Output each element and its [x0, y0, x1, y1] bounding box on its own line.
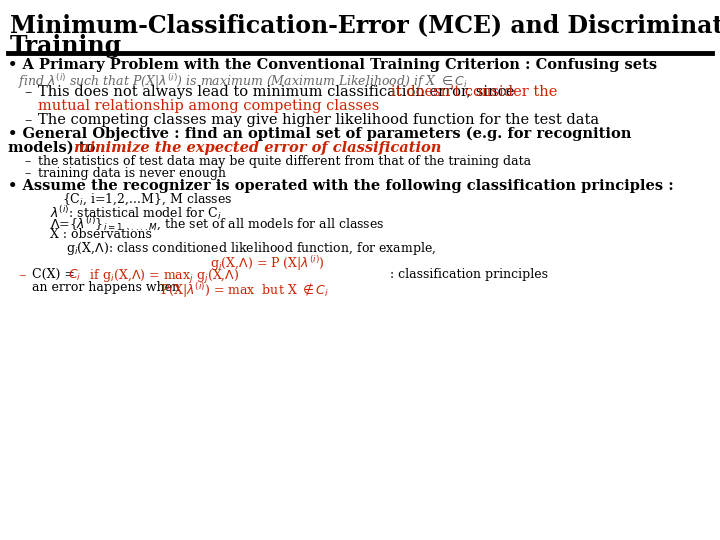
Text: –: –	[24, 167, 30, 180]
Text: find $\lambda^{(i)}$ such that P(X|$\lambda^{(i)}$) is maximum (Maximum Likeliho: find $\lambda^{(i)}$ such that P(X|$\lam…	[18, 72, 467, 91]
Text: $\Lambda$={$\lambda^{(i)}$}$_{i=1......M}$, the set of all models for all classe: $\Lambda$={$\lambda^{(i)}$}$_{i=1......M…	[50, 216, 384, 233]
Text: if g$_i$(X,$\Lambda$) = max$_j$ g$_j$(X,$\Lambda$): if g$_i$(X,$\Lambda$) = max$_j$ g$_j$(X,…	[82, 268, 240, 286]
Text: This does not always lead to minimum classification error, since: This does not always lead to minimum cla…	[38, 85, 519, 99]
Text: –: –	[24, 85, 32, 99]
Text: –: –	[24, 113, 32, 127]
Text: –: –	[18, 268, 25, 282]
Text: X : observations: X : observations	[50, 228, 152, 241]
Text: Minimum-Classification-Error (MCE) and Discriminative: Minimum-Classification-Error (MCE) and D…	[10, 13, 720, 37]
Text: an error happens when: an error happens when	[32, 281, 184, 294]
Text: minimize the expected error of classification: minimize the expected error of classific…	[74, 141, 441, 155]
Text: • Assume the recognizer is operated with the following classification principles: • Assume the recognizer is operated with…	[8, 179, 674, 193]
Text: the statistics of test data may be quite different from that of the training dat: the statistics of test data may be quite…	[38, 155, 531, 168]
Text: training data is never enough: training data is never enough	[38, 167, 226, 180]
Text: $C_i$: $C_i$	[68, 268, 81, 283]
Text: P(X|$\lambda^{(i)}$) = max  but X $\notin C_i$: P(X|$\lambda^{(i)}$) = max but X $\notin…	[160, 281, 329, 300]
Text: {C$_i$, i=1,2,...M}, M classes: {C$_i$, i=1,2,...M}, M classes	[62, 192, 233, 207]
Text: The competing classes may give higher likelihood function for the test data: The competing classes may give higher li…	[38, 113, 599, 127]
Text: • General Objective : find an optimal set of parameters (e.g. for recognition: • General Objective : find an optimal se…	[8, 127, 631, 141]
Text: $\lambda^{(i)}$: statistical model for C$_i$: $\lambda^{(i)}$: statistical model for C…	[50, 204, 222, 222]
Text: C(X) =: C(X) =	[32, 268, 79, 281]
Text: g$_i$(X,$\Lambda$) = P (X|$\lambda^{(i)}$): g$_i$(X,$\Lambda$) = P (X|$\lambda^{(i)}…	[210, 254, 325, 273]
Text: –: –	[24, 155, 30, 168]
Text: models) to: models) to	[8, 141, 100, 155]
Text: Training: Training	[10, 34, 122, 58]
Text: • A Primary Problem with the Conventional Training Criterion : Confusing sets: • A Primary Problem with the Conventiona…	[8, 58, 657, 72]
Text: mutual relationship among competing classes: mutual relationship among competing clas…	[38, 99, 379, 113]
Text: g$_i$(X,$\Lambda$): class conditioned likelihood function, for example,: g$_i$(X,$\Lambda$): class conditioned li…	[66, 240, 436, 257]
Text: : classification principles: : classification principles	[390, 268, 548, 281]
Text: it doesn't consider the: it doesn't consider the	[391, 85, 557, 99]
